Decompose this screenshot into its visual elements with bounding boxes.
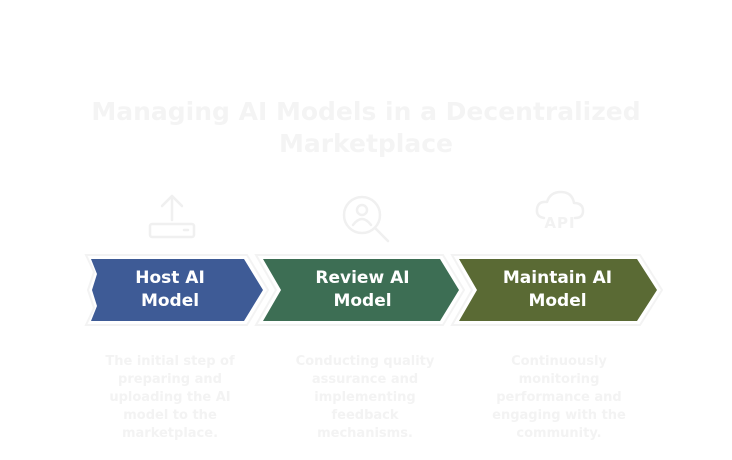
search-person-icon [336, 188, 396, 246]
chevron-host-fill [91, 259, 263, 321]
step-label-host: Host AI Model [135, 268, 205, 311]
upload-icon [142, 188, 202, 246]
chevron-maintain-fill [459, 259, 657, 321]
diagram-title: Managing AI Models in a Decentralized Ma… [91, 97, 641, 158]
step-description-review: Conducting quality assurance and impleme… [295, 354, 435, 441]
step-label-maintain: Maintain AI Model [502, 268, 613, 311]
step-description-host: The initial step of preparing and upload… [105, 354, 235, 441]
api-label: API [544, 214, 576, 232]
cloud-api-icon: API [530, 188, 590, 246]
step-description-maintain: Continuously monitoring performance and … [492, 354, 626, 441]
step-label-review: Review AI Model [315, 268, 410, 311]
chevron-review-fill [263, 259, 459, 321]
